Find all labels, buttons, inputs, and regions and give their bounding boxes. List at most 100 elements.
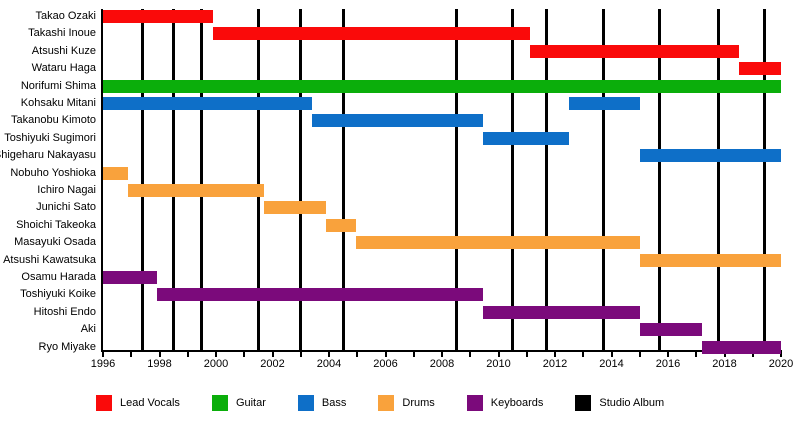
x-axis-tick [582, 352, 585, 357]
legend-item: Bass [297, 395, 347, 411]
member-label: Norifumi Shima [20, 79, 96, 92]
member-label: Takao Ozaki [35, 10, 96, 22]
studio-album-line [658, 9, 662, 350]
legend-swatch-studio-album [575, 395, 592, 411]
member-label: Osamu Harada [21, 271, 96, 283]
x-axis-tick [215, 352, 217, 357]
member-bar [103, 166, 129, 180]
x-axis-tick [469, 352, 472, 357]
studio-album-line [762, 9, 766, 350]
member-label: Wataru Haga [31, 62, 96, 75]
studio-album-line [172, 9, 176, 350]
legend-swatch-guitar [211, 395, 228, 411]
legend-swatch-lead-vocals [96, 395, 112, 411]
x-axis-tick [102, 352, 104, 357]
x-axis-tick [723, 352, 726, 357]
member-bar [103, 10, 214, 23]
x-axis-tick-label: 2004 [316, 358, 342, 370]
member-bar [213, 27, 530, 41]
x-axis-tick-label: 2020 [768, 358, 794, 370]
studio-album-line [717, 9, 721, 350]
x-axis-tick-label: 1996 [90, 358, 116, 370]
legend-swatch-bass [297, 395, 314, 411]
member-bar [103, 79, 781, 93]
legend-item: Studio Album [575, 395, 664, 411]
member-label: Shigeharu Nakayasu [0, 149, 96, 162]
x-axis-tick-label: 2018 [712, 358, 737, 370]
member-bar [156, 288, 483, 302]
x-axis-tick-label: 2010 [486, 358, 511, 370]
legend-item: Drums [378, 395, 435, 411]
x-axis-tick [525, 352, 528, 357]
x-axis-tick-label: 1998 [147, 358, 172, 370]
x-axis-tick [186, 352, 189, 357]
x-axis-tick [695, 352, 698, 357]
studio-album-line [454, 9, 458, 350]
y-axis-line [101, 9, 103, 350]
x-axis-tick [751, 352, 754, 357]
member-label: Toshiyuki Sugimori [4, 131, 96, 144]
legend: Lead Vocals Guitar Bass Drums Keyboards Studi… [96, 395, 664, 411]
member-bar [529, 44, 739, 58]
x-axis-tick [554, 352, 556, 357]
studio-album-line [299, 9, 303, 350]
x-axis-tick [130, 352, 133, 357]
member-label: Takashi Inoue [28, 27, 96, 40]
x-axis-tick [158, 352, 161, 357]
member-label: Atsushi Kawatsuka [3, 253, 96, 266]
member-label: Hitoshi Endo [33, 305, 96, 318]
studio-album-line [601, 9, 605, 350]
x-axis-line [101, 350, 782, 352]
x-axis-tick [667, 352, 669, 357]
studio-album-line [341, 9, 345, 350]
legend-label: Bass [321, 397, 347, 409]
member-bar [264, 201, 327, 215]
x-axis-tick [384, 352, 387, 357]
x-axis-tick-label: 2008 [429, 358, 455, 370]
member-label: Nobuho Yoshioka [10, 166, 96, 179]
x-axis-tick [780, 352, 782, 357]
legend-item: Guitar [211, 395, 266, 411]
member-label: Takanobu Kimoto [11, 114, 96, 127]
x-axis-tick-label: 2002 [260, 358, 285, 370]
member-bar [738, 62, 781, 76]
member-bar [639, 149, 781, 163]
member-bar [569, 97, 640, 110]
x-axis-tick [271, 352, 274, 357]
x-axis-tick [356, 352, 359, 357]
member-bar [128, 184, 265, 197]
x-axis-tick-label: 2000 [203, 358, 229, 370]
member-label: Junichi Sato [36, 201, 96, 214]
studio-album-line [511, 9, 515, 350]
studio-album-line [256, 9, 260, 350]
x-axis-tick [299, 352, 302, 357]
member-bar [355, 236, 640, 250]
member-bar [701, 340, 781, 354]
x-axis-tick [610, 352, 613, 357]
x-axis-tick-label: 2012 [542, 358, 568, 370]
member-label: Shoichi Takeoka [16, 218, 96, 231]
studio-album-line [545, 9, 549, 350]
member-bar [312, 114, 483, 128]
member-label: Masayuki Osada [14, 236, 96, 249]
legend-swatch-keyboards [466, 395, 483, 411]
member-label: Ichiro Nagai [37, 184, 96, 196]
x-axis-tick [638, 352, 641, 357]
x-axis-tick [328, 352, 330, 357]
x-axis-tick [497, 352, 500, 357]
legend-item: Keyboards [466, 395, 543, 411]
legend-label: Studio Album [599, 397, 665, 409]
member-bar [639, 253, 781, 267]
x-axis-tick-label: 2014 [599, 358, 624, 370]
member-bar [482, 131, 570, 145]
member-label: Kohsaku Mitani [20, 97, 96, 109]
x-axis-tick-label: 2006 [373, 358, 398, 370]
member-bar [639, 323, 702, 337]
legend-label: Lead Vocals [120, 397, 180, 409]
legend-item: Lead Vocals [96, 395, 180, 411]
studio-album-line [200, 9, 204, 350]
x-axis-tick [441, 352, 443, 357]
member-bar [482, 305, 640, 319]
member-bar [103, 271, 157, 284]
